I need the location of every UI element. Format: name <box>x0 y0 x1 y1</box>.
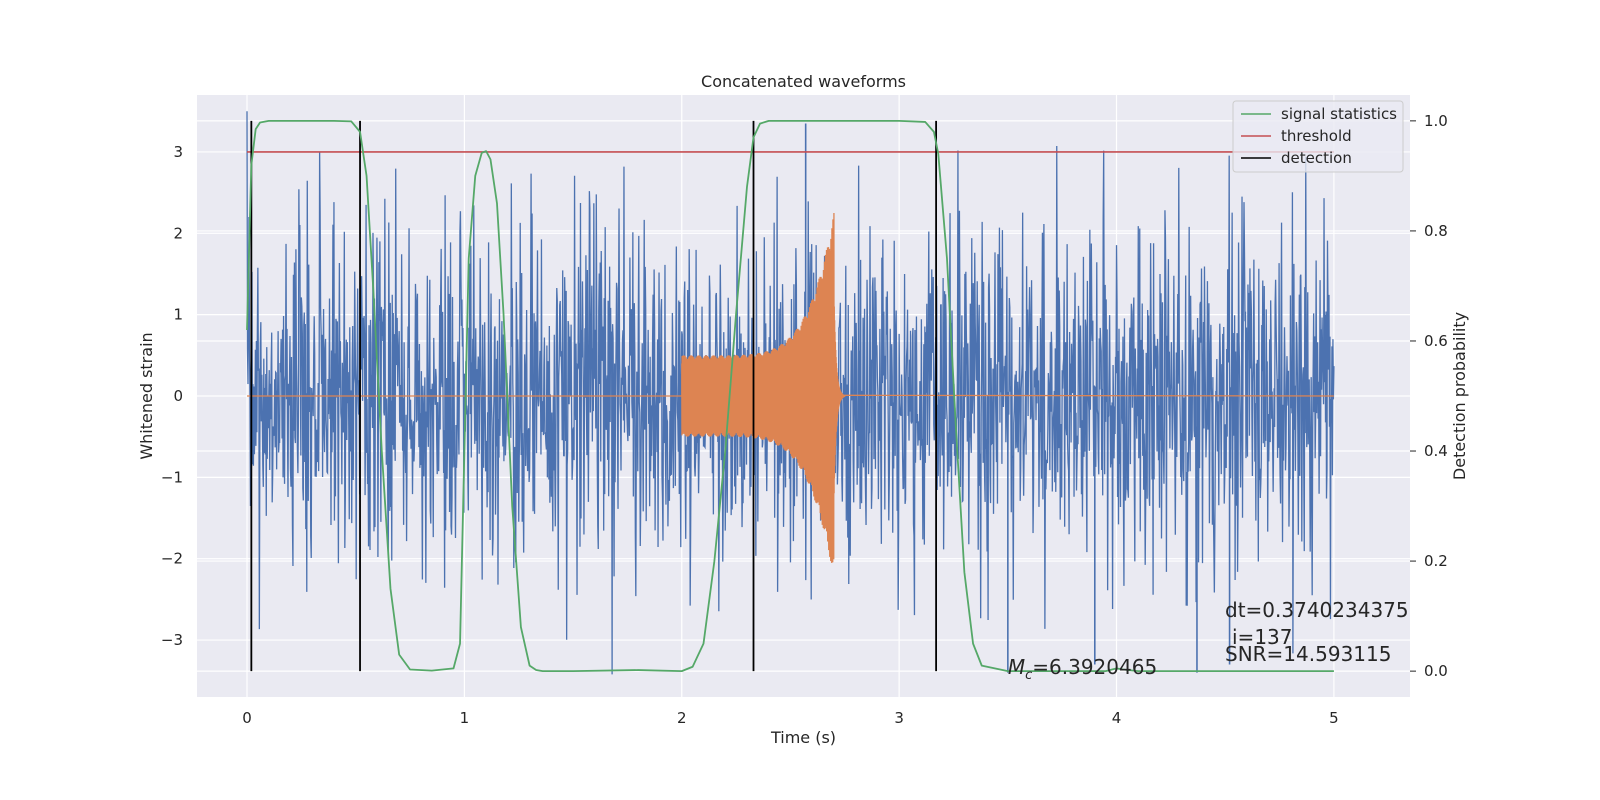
x-tick-label: 5 <box>1329 709 1339 727</box>
y2-axis-label: Detection probability <box>1450 312 1469 480</box>
axis-ticks: 0 1 2 3 4 5 −3 −2 −1 0 1 2 3 0.0 0.2 0.4 0.6 0.8 1.0 <box>161 112 1448 727</box>
x-tick-label: 1 <box>460 709 470 727</box>
annotations: Mc=6.3920465 dt=0.3740234375 i=137 SNR=1… <box>1008 598 1409 683</box>
template-waveform <box>247 213 1334 563</box>
y2-tick-label: 0.4 <box>1424 442 1448 460</box>
x-axis-label: Time (s) <box>770 728 836 747</box>
y-tick-label: −2 <box>161 550 183 568</box>
snr-annotation: SNR=14.593115 <box>1225 642 1391 666</box>
x-tick-label: 0 <box>242 709 252 727</box>
index-annotation: i=137 <box>1232 625 1293 649</box>
dt-annotation: dt=0.3740234375 <box>1225 598 1409 622</box>
chirp-mass-value: =6.3920465 <box>1032 655 1157 679</box>
x-tick-label: 3 <box>894 709 904 727</box>
chirp-mass-subscript: c <box>1025 668 1032 683</box>
y2-tick-label: 0.8 <box>1424 222 1448 240</box>
y2-tick-label: 0.6 <box>1424 332 1448 350</box>
strain-trace <box>246 111 1335 675</box>
y-tick-label: 2 <box>173 224 183 242</box>
legend-entry-signal-statistics: signal statistics <box>1281 105 1397 123</box>
y-tick-label: 3 <box>173 143 183 161</box>
legend-entry-detection: detection <box>1281 149 1352 167</box>
y2-tick-label: 1.0 <box>1424 112 1448 130</box>
chirp-mass-symbol: M <box>1008 655 1025 679</box>
chirp-mass-annotation: Mc=6.3920465 <box>1008 655 1157 683</box>
legend-frame <box>1232 100 1404 173</box>
x-tick-label: 4 <box>1112 709 1122 727</box>
y2-tick-label: 0.2 <box>1424 552 1448 570</box>
y-tick-label: 1 <box>173 306 183 324</box>
y-tick-label: −3 <box>161 631 183 649</box>
y-tick-label: 0 <box>173 387 183 405</box>
legend: signal statistics threshold detection <box>1232 100 1404 173</box>
y-axis-label: Whitened strain <box>137 332 156 459</box>
y2-tick-label: 0.0 <box>1424 662 1448 680</box>
signal-statistics-line <box>246 119 1334 673</box>
legend-entry-threshold: threshold <box>1281 127 1352 145</box>
chart-title: Concatenated waveforms <box>701 72 906 91</box>
plot-data-layer <box>246 111 1335 675</box>
y-tick-label: −1 <box>161 468 183 486</box>
x-tick-label: 2 <box>677 709 687 727</box>
